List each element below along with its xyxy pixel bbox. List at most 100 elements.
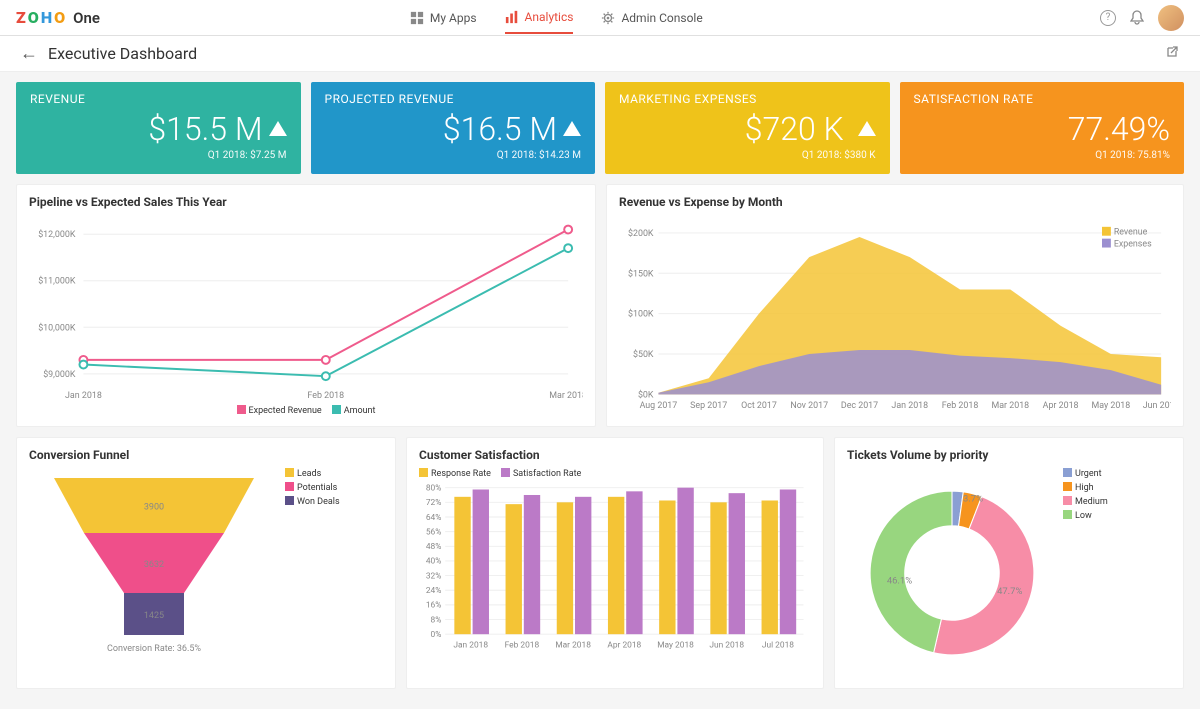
- nav-analytics[interactable]: Analytics: [505, 2, 574, 34]
- svg-text:1425: 1425: [144, 611, 164, 621]
- svg-text:40%: 40%: [426, 557, 442, 567]
- svg-text:Aug 2017: Aug 2017: [640, 401, 678, 411]
- csat-card: Customer Satisfaction Response Rate Sati…: [406, 437, 824, 689]
- avatar[interactable]: [1158, 5, 1184, 31]
- kpi-sub: Q1 2018: $14.23 M: [325, 150, 582, 161]
- tickets-card: Tickets Volume by priority 46.1% 47.7% 3.7…: [834, 437, 1184, 689]
- grid-icon: [410, 11, 424, 25]
- svg-text:0%: 0%: [431, 630, 442, 640]
- help-icon[interactable]: ?: [1100, 10, 1116, 26]
- svg-text:Sep 2017: Sep 2017: [690, 401, 727, 411]
- svg-text:May 2018: May 2018: [657, 640, 694, 650]
- kpi-label: PROJECTED REVENUE: [325, 92, 582, 106]
- svg-text:Oct 2017: Oct 2017: [741, 401, 777, 411]
- pipeline-legend: Expected Revenue Amount: [29, 405, 583, 416]
- svg-text:32%: 32%: [426, 571, 442, 581]
- kpi-value: $15.5 M: [30, 110, 287, 148]
- card-title: Tickets Volume by priority: [847, 448, 1171, 462]
- svg-text:3900: 3900: [144, 502, 164, 512]
- logo-letter: Z: [16, 8, 26, 27]
- kpi-label: MARKETING EXPENSES: [619, 92, 876, 106]
- content: REVENUE $15.5 M Q1 2018: $7.25 M PROJECT…: [0, 72, 1200, 709]
- svg-text:Expenses: Expenses: [1114, 240, 1152, 250]
- kpi-sub: Q1 2018: 75.81%: [914, 150, 1171, 161]
- trend-up-icon: [563, 121, 581, 136]
- nav-label: Admin Console: [621, 11, 702, 25]
- bell-icon[interactable]: [1130, 10, 1144, 26]
- back-arrow-icon[interactable]: ←: [20, 43, 38, 64]
- funnel-legend: LeadsPotentialsWon Deals: [285, 468, 340, 668]
- svg-text:47.7%: 47.7%: [997, 586, 1022, 597]
- svg-text:16%: 16%: [426, 601, 442, 611]
- svg-text:Mar 2018: Mar 2018: [555, 640, 591, 650]
- header-right: ?: [1100, 5, 1184, 31]
- kpi-marketing-expenses: MARKETING EXPENSES $720 K Q1 2018: $380 …: [605, 82, 890, 174]
- svg-text:Jan 2018: Jan 2018: [65, 391, 102, 401]
- svg-text:8%: 8%: [431, 615, 442, 625]
- svg-text:Jan 2018: Jan 2018: [891, 401, 928, 411]
- logo[interactable]: ZOHO One: [16, 8, 100, 27]
- svg-text:24%: 24%: [426, 586, 442, 596]
- svg-text:Dec 2017: Dec 2017: [841, 401, 878, 411]
- kpi-satisfaction-rate: SATISFACTION RATE 77.49% Q1 2018: 75.81%: [900, 82, 1185, 174]
- revenue-expense-card: Revenue vs Expense by Month $0K$50K$100K…: [606, 184, 1184, 427]
- gear-icon: [601, 11, 615, 25]
- kpi-row: REVENUE $15.5 M Q1 2018: $7.25 M PROJECT…: [16, 82, 1184, 174]
- svg-text:Mar 2018: Mar 2018: [991, 401, 1029, 411]
- nav-admin[interactable]: Admin Console: [601, 2, 702, 34]
- card-title: Pipeline vs Expected Sales This Year: [29, 195, 583, 209]
- svg-text:May 2018: May 2018: [1091, 401, 1130, 411]
- svg-text:3632: 3632: [144, 560, 164, 570]
- svg-text:$100K: $100K: [628, 309, 654, 320]
- kpi-sub: Q1 2018: $380 K: [619, 150, 876, 161]
- svg-text:Feb 2018: Feb 2018: [505, 640, 540, 650]
- svg-text:56%: 56%: [426, 527, 442, 537]
- kpi-projected-revenue: PROJECTED REVENUE $16.5 M Q1 2018: $14.2…: [311, 82, 596, 174]
- svg-text:Revenue: Revenue: [1114, 228, 1148, 238]
- logo-letter: O: [54, 8, 65, 27]
- trend-up-icon: [858, 121, 876, 136]
- kpi-label: SATISFACTION RATE: [914, 92, 1171, 106]
- funnel-chart: 390036321425Conversion Rate: 36.5%: [29, 468, 279, 668]
- logo-letter: H: [41, 8, 52, 27]
- kpi-value: $720 K: [619, 110, 876, 148]
- svg-text:Jun 2018: Jun 2018: [709, 640, 744, 650]
- external-link-icon[interactable]: [1164, 44, 1180, 64]
- svg-text:64%: 64%: [426, 513, 442, 523]
- svg-text:Apr 2018: Apr 2018: [1043, 401, 1079, 411]
- top-nav: My Apps Analytics Admin Console: [410, 2, 703, 34]
- kpi-value: $16.5 M: [325, 110, 582, 148]
- card-title: Customer Satisfaction: [419, 448, 811, 462]
- nav-my-apps[interactable]: My Apps: [410, 2, 477, 34]
- pipeline-card: Pipeline vs Expected Sales This Year $9,…: [16, 184, 596, 427]
- page-title: Executive Dashboard: [48, 44, 197, 63]
- svg-text:48%: 48%: [426, 542, 442, 552]
- svg-text:$200K: $200K: [628, 228, 654, 239]
- csat-chart: 0% 8% 16% 24% 32% 40% 48% 56% 64% 72% 80% Jan 2018 F…: [419, 483, 811, 651]
- revenue-expense-chart: $0K$50K$100K$150K$200KAug 2017Sep 2017Oc…: [619, 215, 1171, 412]
- tickets-legend: UrgentHighMediumLow: [1063, 468, 1108, 678]
- svg-text:80%: 80%: [426, 483, 442, 493]
- logo-product: One: [73, 9, 100, 27]
- svg-text:$150K: $150K: [628, 268, 654, 279]
- svg-text:3.7%: 3.7%: [963, 494, 983, 505]
- svg-text:Nov 2017: Nov 2017: [790, 401, 828, 411]
- chart-icon: [505, 10, 519, 24]
- card-title: Conversion Funnel: [29, 448, 383, 462]
- svg-text:46.1%: 46.1%: [887, 575, 912, 586]
- svg-text:$12,000K: $12,000K: [38, 229, 76, 240]
- header: ZOHO One My Apps Analytics Admin Console…: [0, 0, 1200, 36]
- svg-text:72%: 72%: [426, 498, 442, 508]
- kpi-value: 77.49%: [914, 110, 1171, 148]
- svg-text:$9,000K: $9,000K: [43, 369, 76, 380]
- card-title: Revenue vs Expense by Month: [619, 195, 1171, 209]
- svg-text:Jan 2018: Jan 2018: [453, 640, 488, 650]
- svg-text:Feb 2018: Feb 2018: [942, 401, 979, 411]
- svg-text:Jun 2018: Jun 2018: [1143, 401, 1171, 411]
- trend-up-icon: [269, 121, 287, 136]
- chart-row-2: Conversion Funnel 390036321425Conversion…: [16, 437, 1184, 689]
- svg-text:$10,000K: $10,000K: [38, 322, 76, 333]
- logo-letter: O: [28, 8, 39, 27]
- kpi-sub: Q1 2018: $7.25 M: [30, 150, 287, 161]
- svg-text:Apr 2018: Apr 2018: [607, 640, 641, 650]
